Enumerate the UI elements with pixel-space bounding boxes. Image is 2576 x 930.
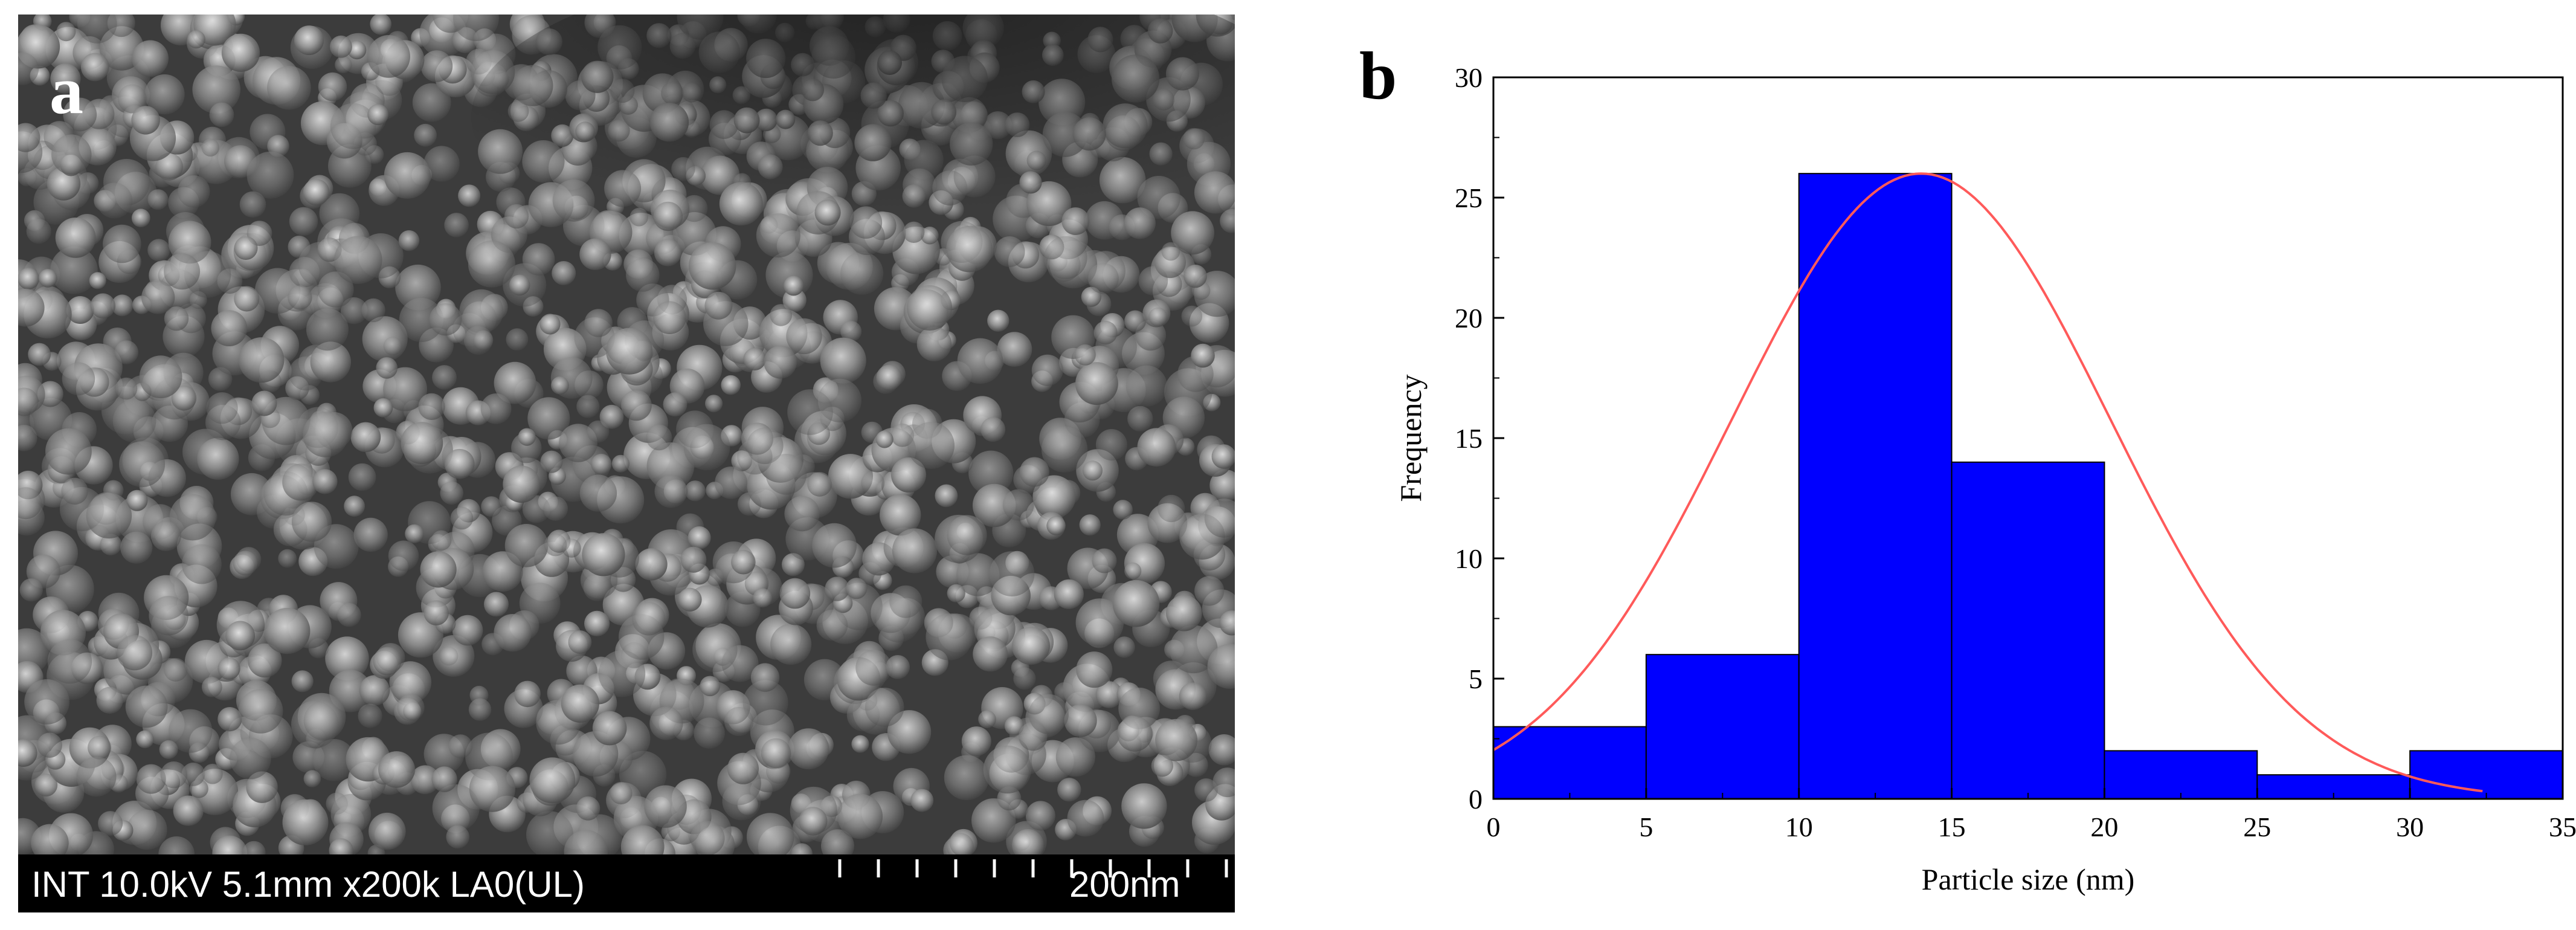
histogram-bar (2409, 750, 2563, 800)
y-axis-label: Frequency (1394, 374, 1428, 502)
histogram-panel: 0 5 10 15 20 25 30 35 0 5 10 15 20 25 30 Particle size… (1359, 0, 2576, 930)
histogram-bar (1493, 726, 1647, 799)
histogram-chart: 0 5 10 15 20 25 30 35 0 5 10 15 20 25 30 Particle size… (1394, 62, 2576, 896)
x-tick-label: 30 (2396, 812, 2424, 842)
sem-micrograph (18, 15, 1235, 912)
x-tick-label: 20 (2090, 812, 2118, 842)
histogram-bar (2104, 750, 2258, 800)
sem-scale-label: 200nm (1069, 864, 1180, 905)
y-tick-label: 30 (1455, 62, 1483, 93)
histogram-bar (1798, 173, 1953, 800)
panel-label-b: b (1359, 39, 1397, 114)
y-tick-label: 5 (1469, 664, 1483, 694)
sem-image-panel: a INT 10.0kV 5.1mm x200k LA0(UL) 200nm (18, 15, 1235, 912)
gaussian-fit-curve (1492, 172, 2483, 793)
x-tick-label: 35 (2549, 812, 2576, 842)
sem-acquisition-info: INT 10.0kV 5.1mm x200k LA0(UL) (31, 864, 585, 905)
x-axis-label: Particle size (nm) (1922, 862, 2135, 896)
y-tick-label: 25 (1455, 182, 1483, 213)
y-tick-label: 20 (1455, 303, 1483, 334)
scale-bar-ticks (838, 859, 1228, 877)
x-tick-label: 5 (1639, 812, 1653, 842)
histogram-bar (1645, 654, 1800, 799)
panel-label-a: a (50, 53, 83, 128)
x-tick-label: 0 (1487, 812, 1501, 842)
histogram-bar (1951, 461, 2105, 799)
x-tick-label: 25 (2243, 812, 2271, 842)
x-tick-label: 15 (1938, 812, 1966, 842)
y-tick-label: 10 (1455, 543, 1483, 574)
y-tick-label: 0 (1469, 784, 1483, 815)
x-tick-label: 10 (1785, 812, 1813, 842)
sem-particles (18, 15, 1235, 874)
y-tick-label: 15 (1455, 423, 1483, 454)
